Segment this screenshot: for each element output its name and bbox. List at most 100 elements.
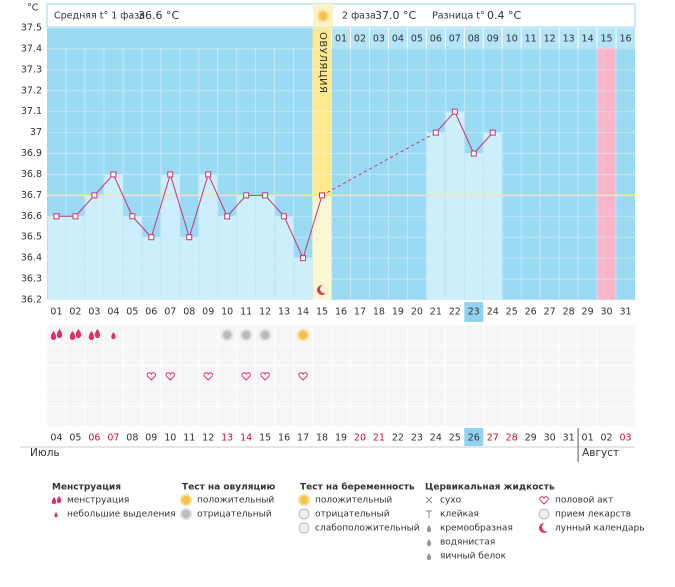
temperature-bar bbox=[180, 237, 199, 300]
symbol-cell bbox=[123, 345, 142, 365]
intercourse-icon bbox=[203, 372, 213, 381]
cycle-day: 07 bbox=[164, 307, 176, 318]
symbol-cell bbox=[407, 366, 426, 386]
symbol-cell bbox=[85, 345, 104, 365]
symbol-cell bbox=[180, 386, 199, 406]
symbol-cell bbox=[275, 366, 294, 386]
sun-icon bbox=[317, 10, 329, 22]
temperature-bar bbox=[47, 216, 66, 300]
cycle-day: 14 bbox=[297, 307, 309, 318]
highlight-date bbox=[464, 428, 484, 446]
legend-icon bbox=[542, 522, 551, 532]
date: 01 bbox=[582, 433, 594, 444]
y-tick-label: 37.2 bbox=[21, 85, 42, 96]
symbol-cell bbox=[597, 325, 616, 345]
cycle-day: 02 bbox=[69, 307, 81, 318]
symbol-cell bbox=[616, 407, 635, 427]
phase2-day: 01 bbox=[335, 34, 347, 45]
date: 07 bbox=[107, 433, 119, 444]
y-tick-label: 37.5 bbox=[21, 23, 42, 34]
symbol-cell bbox=[199, 345, 218, 365]
date: 17 bbox=[297, 433, 309, 444]
symbol-cell bbox=[161, 325, 180, 345]
date: 05 bbox=[69, 433, 81, 444]
menstruation-icon bbox=[50, 331, 57, 340]
y-tick-label: 37.4 bbox=[21, 43, 42, 54]
symbol-cell bbox=[104, 386, 123, 406]
phase2-label: 2 фаза bbox=[342, 11, 376, 22]
symbol-cell bbox=[104, 407, 123, 427]
symbol-cell bbox=[369, 366, 388, 386]
symbol-cell bbox=[66, 386, 85, 406]
symbol-cell bbox=[218, 366, 237, 386]
symbol-cell bbox=[369, 386, 388, 406]
symbol-cell bbox=[578, 366, 597, 386]
temperature-line bbox=[435, 110, 494, 155]
y-tick-label: 36.4 bbox=[21, 253, 42, 264]
date: 02 bbox=[601, 433, 613, 444]
symbol-cell bbox=[540, 325, 559, 345]
symbol-cell bbox=[47, 325, 66, 345]
date: 22 bbox=[392, 433, 404, 444]
temperature-bar bbox=[294, 258, 313, 300]
phase2-day: 13 bbox=[563, 34, 575, 45]
symbol-cell bbox=[142, 386, 161, 406]
symbol-cell bbox=[559, 407, 578, 427]
phase2-day: 03 bbox=[373, 34, 385, 45]
symbol-cell bbox=[369, 407, 388, 427]
temperature-bar bbox=[464, 153, 483, 300]
symbol-cell bbox=[313, 345, 332, 365]
symbol-cell bbox=[199, 386, 218, 406]
symbol-cell bbox=[350, 325, 369, 345]
symbol-cell bbox=[66, 345, 85, 365]
legend-title: Цервикальная жидкость bbox=[425, 483, 555, 493]
legend-item: половой акт bbox=[555, 496, 613, 506]
symbol-cell bbox=[142, 325, 161, 345]
date: 28 bbox=[506, 433, 518, 444]
cycle-day: 04 bbox=[107, 307, 119, 318]
phase2-day: 14 bbox=[582, 34, 594, 45]
symbol-cell bbox=[294, 386, 313, 406]
cycle-day: 18 bbox=[373, 307, 385, 318]
date: 27 bbox=[487, 433, 499, 444]
symbol-cell bbox=[180, 366, 199, 386]
date: 03 bbox=[619, 433, 631, 444]
symbol-cell bbox=[597, 366, 616, 386]
expected-period bbox=[597, 28, 617, 300]
legend-icon bbox=[426, 525, 432, 533]
symbol-cell bbox=[161, 386, 180, 406]
temperature-point bbox=[167, 171, 174, 178]
intercourse-icon bbox=[260, 372, 270, 381]
symbol-cell bbox=[464, 345, 483, 365]
symbol-cell bbox=[502, 366, 521, 386]
symbol-cell bbox=[275, 325, 294, 345]
symbol-cell bbox=[502, 325, 521, 345]
symbol-cell bbox=[104, 345, 123, 365]
symbol-cell bbox=[521, 366, 540, 386]
temperature-point bbox=[262, 192, 269, 199]
symbol-cell bbox=[313, 325, 332, 345]
symbol-cell bbox=[66, 366, 85, 386]
phase1-value: 36.6 °C bbox=[138, 9, 179, 22]
cycle-day: 20 bbox=[411, 307, 423, 318]
symbol-cell bbox=[445, 345, 464, 365]
symbol-cell bbox=[464, 386, 483, 406]
temperature-bar bbox=[275, 216, 294, 300]
symbol-cell bbox=[123, 407, 142, 427]
symbol-cell bbox=[426, 345, 445, 365]
menstruation-icon bbox=[69, 331, 76, 340]
cycle-day: 25 bbox=[506, 307, 518, 318]
symbol-cell bbox=[388, 366, 407, 386]
temperature-bar bbox=[426, 132, 445, 300]
cycle-day: 13 bbox=[278, 307, 290, 318]
header-box bbox=[46, 3, 636, 28]
symbol-cell bbox=[445, 386, 464, 406]
date: 10 bbox=[164, 433, 176, 444]
symbol-cell bbox=[407, 407, 426, 427]
legend-item: небольшие выделения bbox=[67, 510, 176, 520]
symbol-cell bbox=[275, 407, 294, 427]
symbol-cell bbox=[332, 407, 350, 427]
legend-icon bbox=[298, 508, 310, 520]
legend-icon bbox=[56, 496, 62, 504]
